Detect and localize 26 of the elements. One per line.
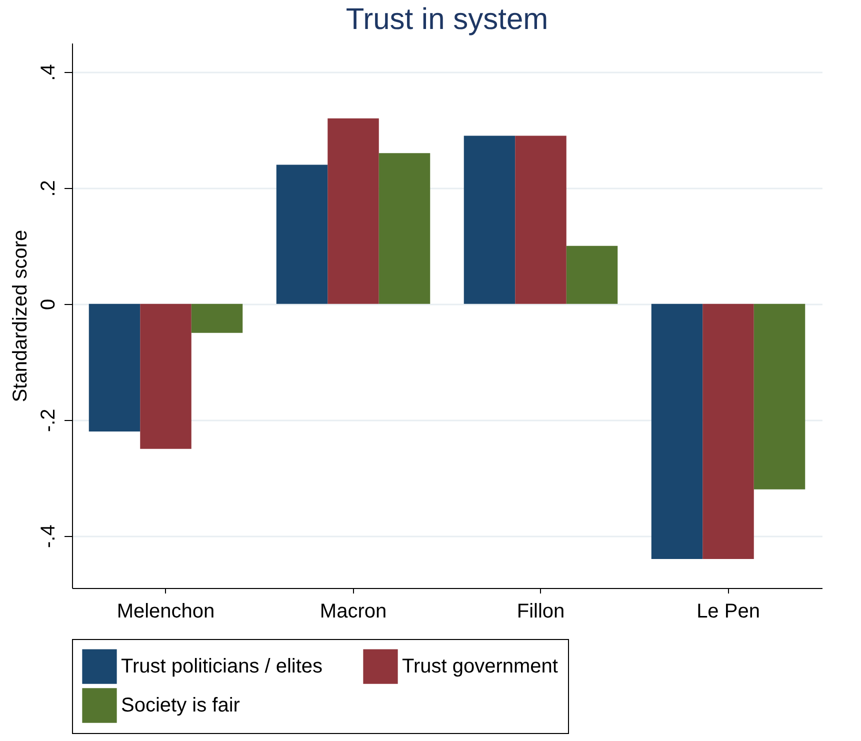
bar [651,304,703,560]
legend-label: Trust politicians / elites [121,656,323,678]
y-tick-label: .2 [38,180,60,197]
bar [378,153,430,304]
x-tick-label: Melenchon [116,600,215,622]
legend-label: Trust government [402,656,558,678]
bar [88,304,140,432]
bar [328,118,379,304]
x-tick-label: Fillon [516,600,565,622]
bar [754,304,806,490]
bar [702,304,754,560]
x-tick-label: Le Pen [696,600,760,622]
bar [191,304,243,333]
y-tick-label: 0 [38,298,60,310]
bar [140,304,192,449]
y-tick-label: -.2 [38,408,60,432]
bar [515,136,566,304]
y-axis-title: Standardized score [10,230,32,402]
bar [566,246,618,304]
x-tick-label: Macron [320,600,387,622]
y-tick-label: -.4 [38,524,60,548]
legend-label: Society is fair [121,694,240,716]
chart-title: Trust in system [346,3,548,36]
bar [276,164,328,304]
bar [464,136,516,304]
y-tick-label: .4 [38,64,60,81]
